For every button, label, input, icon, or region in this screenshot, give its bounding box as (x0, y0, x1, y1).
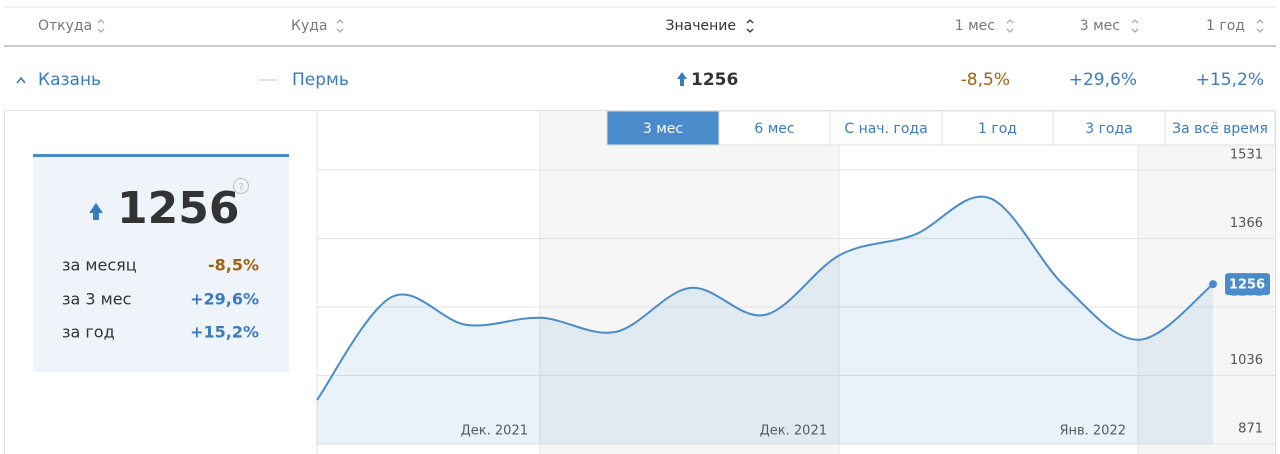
x-tick-label: Дек. 2021 (760, 424, 827, 439)
column-header[interactable]: 1 год (1206, 18, 1245, 34)
tab[interactable] (1052, 110, 1166, 146)
card-accent (33, 154, 289, 157)
x-tick-label: Дек. 2021 (461, 424, 528, 439)
column-header[interactable]: 1 мес (955, 18, 995, 34)
row-value: 1256 (691, 70, 738, 90)
summary-value: 1256 (117, 183, 239, 234)
tab[interactable] (718, 110, 831, 146)
x-tick-label: Янв. 2022 (1059, 424, 1126, 439)
tab-label: 3 мес (643, 121, 683, 137)
column-header[interactable]: 3 мес (1080, 18, 1120, 34)
tab[interactable] (1164, 110, 1276, 146)
tab-label: За всё время (1172, 121, 1268, 137)
tab-label: 6 мес (754, 121, 794, 137)
up-arrow (89, 203, 103, 220)
period-band (540, 111, 839, 454)
column-header[interactable]: Куда (291, 18, 327, 34)
collapse-icon[interactable] (16, 76, 26, 84)
tab-label: 1 год (978, 121, 1017, 137)
summary-label: за год (62, 323, 115, 342)
summary-label: за месяц (62, 256, 137, 275)
summary-change: +15,2% (190, 323, 259, 342)
area (317, 196, 1213, 444)
tab[interactable] (941, 110, 1054, 146)
summary-label: за 3 мес (62, 290, 131, 309)
column-header[interactable]: Значение (666, 18, 736, 34)
summary-change: -8,5% (208, 256, 259, 275)
change-3m: +29,6% (1069, 70, 1137, 90)
value-badge-label: 1256 (1229, 278, 1265, 293)
y-tick-label: 1036 (1230, 353, 1263, 368)
line (316, 195, 1214, 401)
summary-change: +29,6% (190, 290, 259, 309)
last-point (1209, 280, 1217, 289)
tab[interactable] (829, 110, 943, 146)
to-city[interactable]: Пермь (292, 70, 349, 90)
y-tick-label: 871 (1238, 422, 1263, 437)
value-badge (1225, 273, 1270, 296)
tab-label: С нач. года (844, 121, 927, 137)
y-tick-label: 1366 (1230, 216, 1263, 231)
tab-label: 3 года (1085, 121, 1133, 137)
sort-icons (97, 19, 1264, 33)
help-icon: ? (238, 182, 243, 193)
change-1y: +15,2% (1196, 70, 1264, 90)
change-1m: -8,5% (961, 70, 1010, 90)
up-arrow (677, 72, 687, 86)
from-city[interactable]: Казань (38, 70, 101, 90)
column-header[interactable]: Откуда (38, 18, 92, 34)
tab[interactable] (606, 110, 720, 146)
help-icon[interactable] (233, 178, 249, 194)
y-tick-label: 1531 (1230, 148, 1263, 163)
